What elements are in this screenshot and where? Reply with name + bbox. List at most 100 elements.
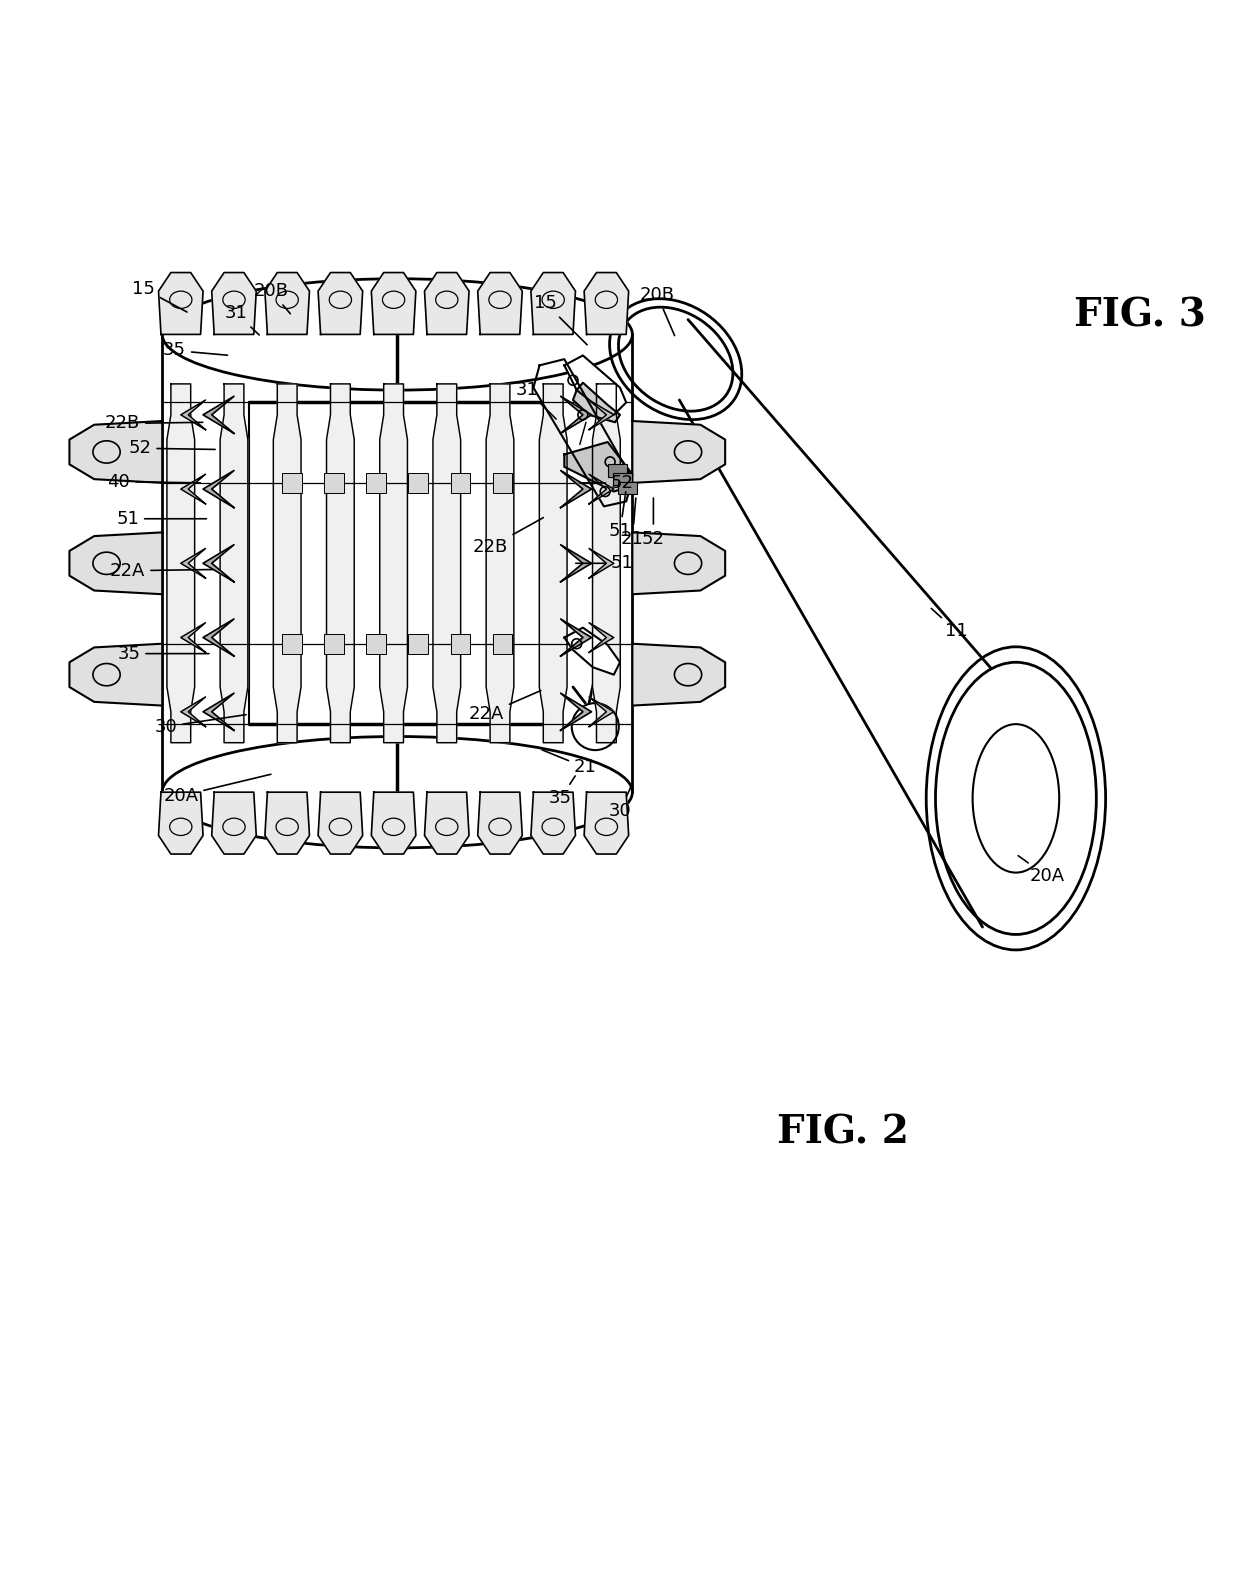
Polygon shape [564,355,626,415]
Polygon shape [181,549,206,578]
Polygon shape [533,358,632,506]
Polygon shape [379,384,408,742]
Polygon shape [212,272,257,335]
Bar [450,634,470,654]
Bar [408,473,428,492]
Polygon shape [632,643,725,706]
Polygon shape [326,384,355,742]
Polygon shape [371,272,415,335]
Polygon shape [477,272,522,335]
Text: 30: 30 [609,786,631,819]
Polygon shape [69,533,162,594]
Text: 51: 51 [609,492,631,541]
Bar [283,473,303,492]
Polygon shape [560,396,591,434]
Text: 22B: 22B [105,415,203,432]
Polygon shape [424,792,469,854]
Text: 20A: 20A [1018,855,1064,885]
Polygon shape [203,545,234,582]
Polygon shape [584,272,629,335]
Text: FIG. 2: FIG. 2 [776,1113,909,1151]
Polygon shape [265,792,310,854]
Bar [325,473,343,492]
Polygon shape [159,272,203,335]
Polygon shape [560,470,591,508]
Bar [408,634,428,654]
Polygon shape [560,693,591,731]
Text: 22A: 22A [110,561,212,580]
Text: 35: 35 [549,777,575,808]
Text: 15: 15 [133,280,187,313]
Polygon shape [589,696,614,726]
Text: 52: 52 [129,439,215,457]
Text: 31: 31 [224,305,259,335]
Polygon shape [560,619,591,656]
Polygon shape [560,545,591,582]
Polygon shape [573,382,620,423]
Polygon shape [212,792,257,854]
Polygon shape [181,475,206,505]
Polygon shape [181,696,206,726]
Polygon shape [319,272,362,335]
Text: 21: 21 [621,498,644,547]
Polygon shape [203,619,234,656]
Polygon shape [564,627,620,674]
Text: FIG. 3: FIG. 3 [1074,297,1205,335]
Bar [325,634,343,654]
Polygon shape [203,396,234,434]
Polygon shape [589,475,614,505]
Polygon shape [371,792,415,854]
Polygon shape [319,792,362,854]
Text: 52: 52 [642,498,665,547]
Polygon shape [181,623,206,652]
Bar [618,481,637,494]
Text: 30: 30 [155,715,246,736]
Polygon shape [273,384,301,742]
Polygon shape [531,792,575,854]
Polygon shape [424,272,469,335]
Text: 20B: 20B [254,281,290,314]
Text: 52: 52 [579,473,634,492]
Polygon shape [593,384,620,742]
Text: 15: 15 [534,294,587,344]
Polygon shape [539,384,567,742]
Polygon shape [433,384,460,742]
Polygon shape [531,272,575,335]
Polygon shape [564,442,632,492]
Polygon shape [584,792,629,854]
Polygon shape [221,384,248,742]
Text: 40: 40 [108,473,201,490]
Polygon shape [159,792,203,854]
Polygon shape [265,272,310,335]
Bar [283,634,303,654]
Text: 51: 51 [117,509,207,528]
Polygon shape [486,384,513,742]
Bar [366,634,386,654]
Text: 21: 21 [542,750,596,777]
Text: 35: 35 [118,645,208,663]
Bar [613,473,632,486]
Bar [492,634,512,654]
Polygon shape [69,643,162,706]
Text: 22A: 22A [469,690,541,723]
Text: 11: 11 [931,608,968,640]
Polygon shape [167,384,195,742]
Text: 35: 35 [164,341,227,360]
Text: 51: 51 [575,555,634,572]
Polygon shape [632,421,725,483]
Polygon shape [477,792,522,854]
Polygon shape [69,421,162,483]
Polygon shape [589,399,614,429]
Text: 20B: 20B [640,286,675,335]
Text: 20A: 20A [164,775,270,805]
Polygon shape [203,470,234,508]
Bar [608,464,627,476]
Polygon shape [181,399,206,429]
Polygon shape [589,623,614,652]
Polygon shape [632,533,725,594]
Text: 31: 31 [516,380,557,420]
Text: 22B: 22B [472,517,543,556]
Polygon shape [203,693,234,731]
Bar [492,473,512,492]
Bar [450,473,470,492]
